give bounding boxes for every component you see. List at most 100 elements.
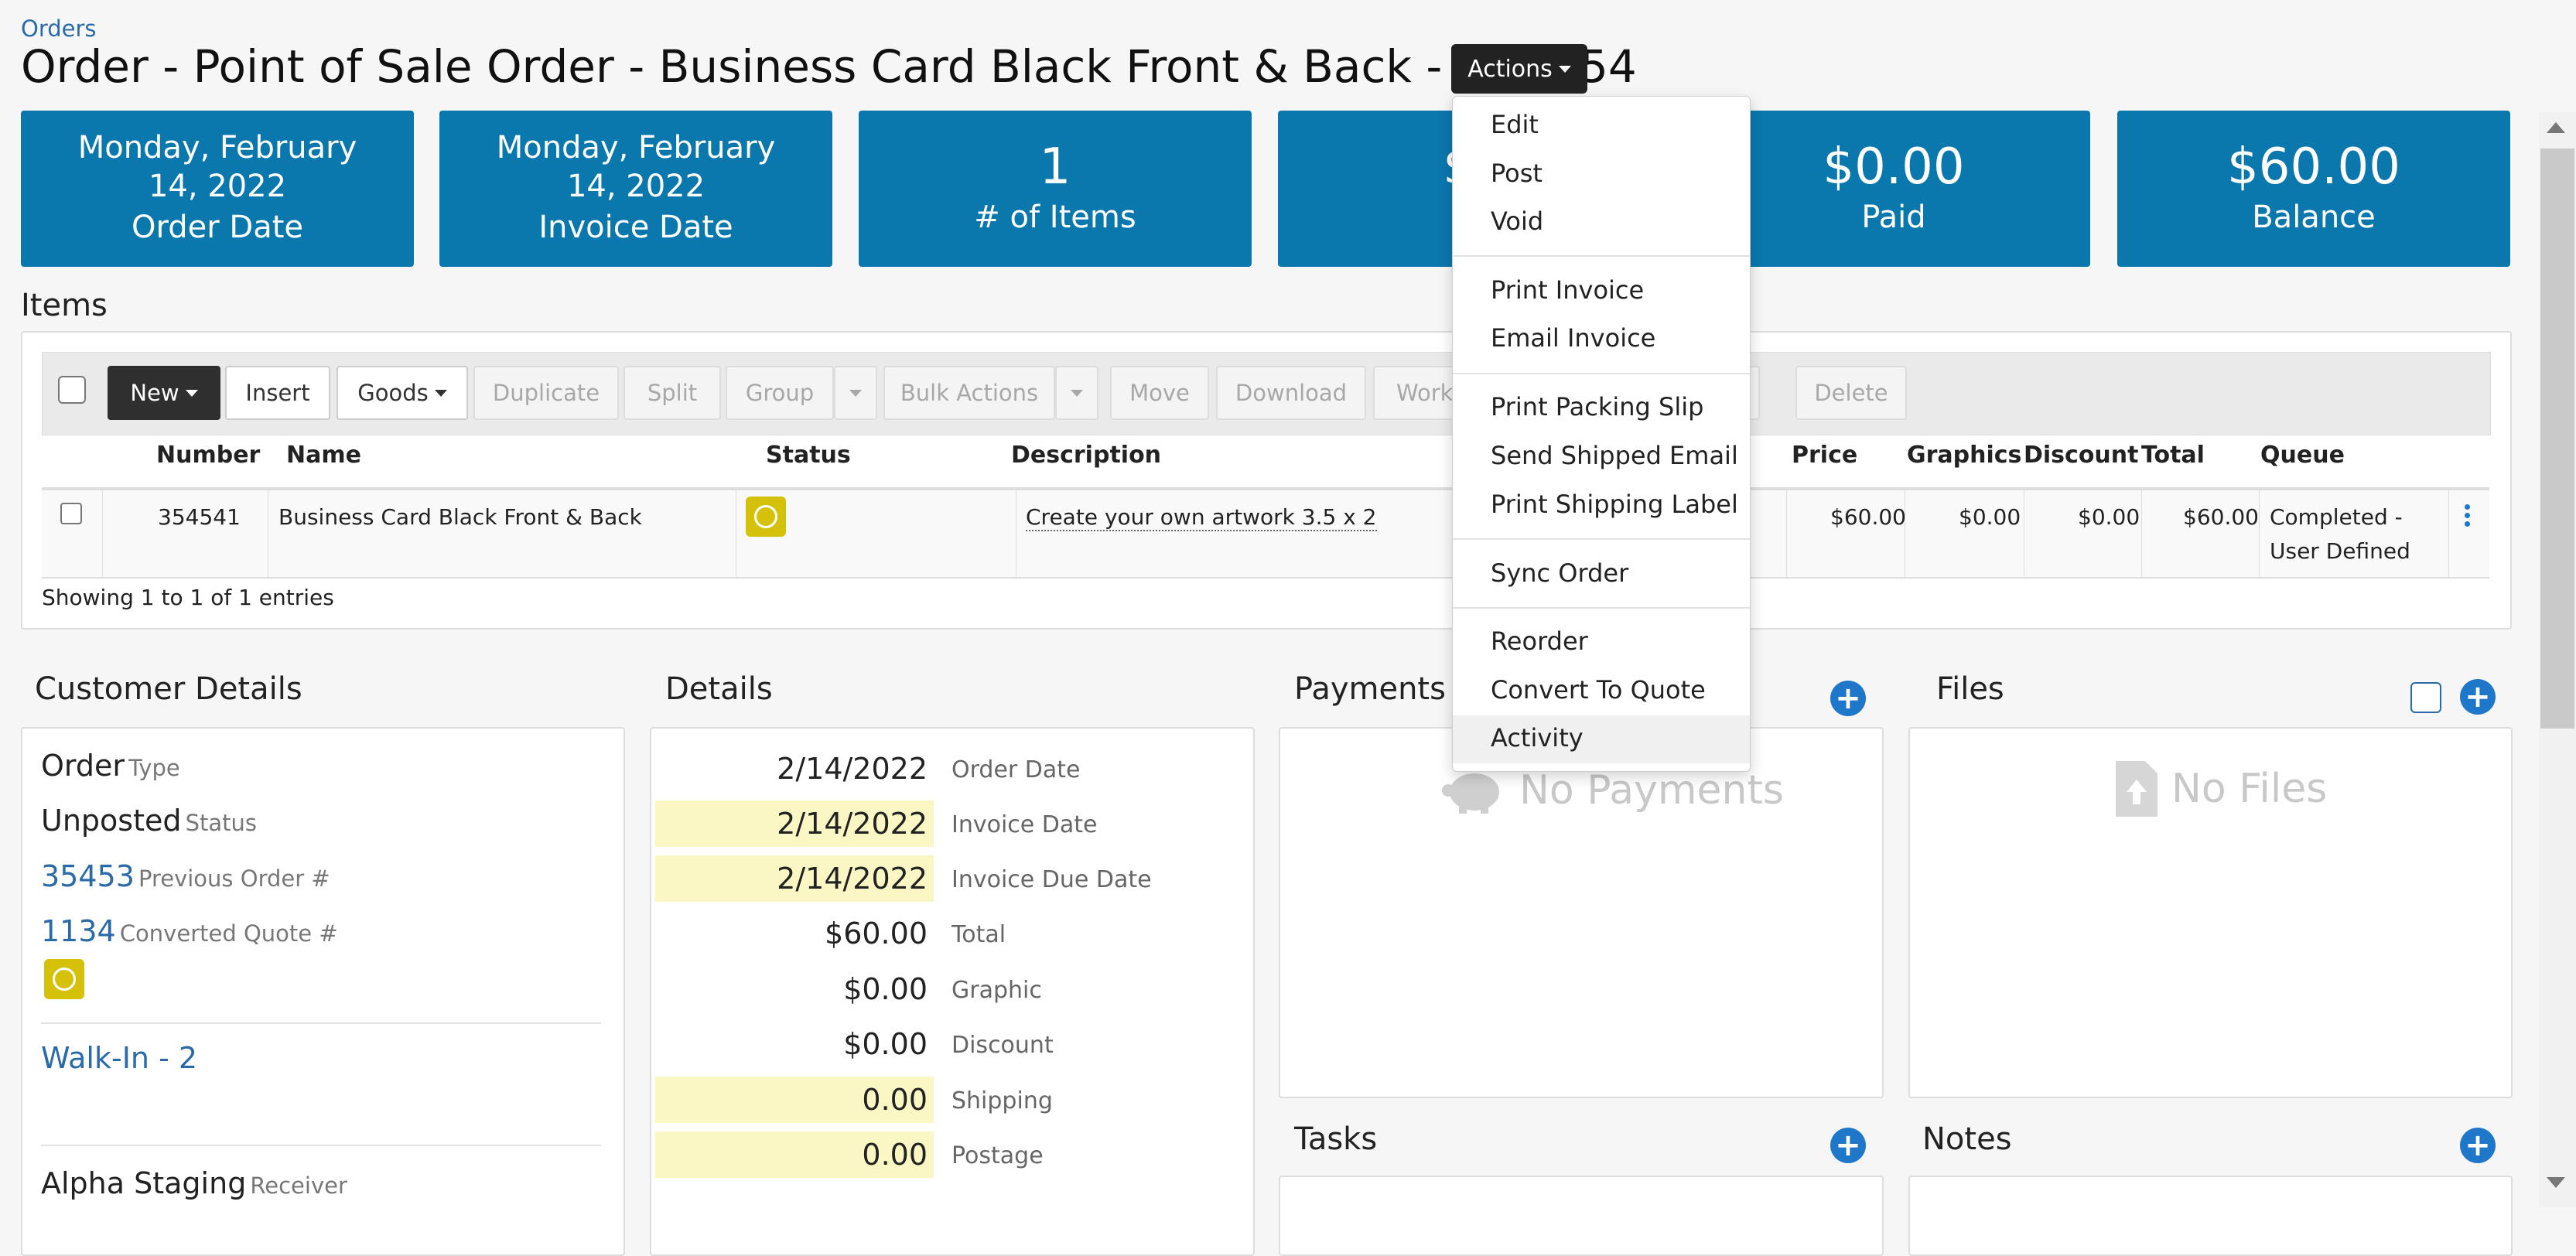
scrollbar-thumb[interactable] (2540, 148, 2574, 729)
customer-link[interactable]: Walk-In - 2 (41, 1041, 198, 1075)
converted-quote: 1134 Converted Quote # (41, 914, 338, 948)
table-row[interactable] (42, 490, 2489, 579)
tile-invoice-date-value: Monday, February 14, 2022 (496, 130, 776, 204)
order-type-value: Order (41, 749, 125, 783)
new-button[interactable]: New (108, 366, 220, 420)
menu-item-convert-to-quote[interactable]: Convert To Quote (1491, 675, 1706, 705)
row-price: $60.00 (1830, 504, 1906, 530)
column-divider (2259, 490, 2260, 577)
table-header-divider (42, 487, 2489, 490)
insert-button[interactable]: Insert (225, 366, 330, 420)
move-button[interactable]: Move (1110, 366, 1209, 420)
detail-postage-input[interactable]: 0.00 (655, 1131, 934, 1178)
row-description[interactable]: Create your own artwork 3.5 x 2 (1026, 504, 1377, 531)
bulk-actions-button[interactable]: Bulk Actions (883, 366, 1055, 420)
col-header-graphics[interactable]: Graphics (1907, 442, 2022, 469)
group-button[interactable]: Group (726, 366, 834, 420)
files-title: Files (1936, 671, 2004, 707)
select-all-checkbox[interactable] (58, 376, 86, 404)
duplicate-button[interactable]: Duplicate (473, 366, 619, 420)
circle-icon (754, 505, 777, 528)
detail-shipping-input[interactable]: 0.00 (655, 1077, 934, 1123)
download-button[interactable]: Download (1216, 366, 1366, 420)
menu-item-activity[interactable]: Activity (1491, 723, 1584, 753)
detail-invoice-due-date-input[interactable]: 2/14/2022 (655, 855, 934, 902)
breadcrumb-orders[interactable]: Orders (21, 15, 97, 42)
menu-item-sync-order[interactable]: Sync Order (1491, 558, 1629, 588)
delete-button[interactable]: Delete (1795, 366, 1907, 420)
menu-item-highlight (1453, 715, 1750, 763)
converted-quote-link[interactable]: 1134 (41, 914, 116, 948)
tile-balance: $60.00 Balance (2117, 111, 2510, 267)
status-badge[interactable] (746, 497, 786, 537)
col-header-status[interactable]: Status (766, 442, 851, 469)
scroll-up-icon[interactable] (2547, 122, 2565, 133)
payments-empty-text: No Payments (1519, 767, 1784, 814)
add-payment-button[interactable]: + (1830, 681, 1866, 716)
caret-down-icon (849, 389, 862, 397)
workorder-button[interactable]: Work (1373, 366, 1466, 420)
caret-down-icon (185, 389, 198, 397)
detail-invoice-date-label: Invoice Date (951, 811, 1098, 838)
menu-item-email-invoice[interactable]: Email Invoice (1491, 323, 1656, 353)
payments-empty: No Payments (1440, 766, 1784, 815)
tile-balance-label: Balance (2252, 200, 2376, 235)
row-checkbox[interactable] (60, 503, 82, 524)
converted-quote-label: Converted Quote # (119, 920, 338, 947)
files-select-checkbox[interactable] (2410, 682, 2441, 713)
quote-status-badge[interactable] (44, 959, 84, 999)
detail-invoice-date-input[interactable]: 2/14/2022 (655, 800, 934, 847)
scroll-down-icon[interactable] (2547, 1177, 2565, 1188)
previous-order-link[interactable]: 35453 (41, 859, 135, 893)
menu-item-send-shipped-email[interactable]: Send Shipped Email (1491, 441, 1738, 470)
caret-down-icon (1558, 65, 1571, 73)
order-type-label: Type (128, 755, 180, 781)
actions-dropdown-menu: Edit Post Void Print Invoice Email Invoi… (1452, 96, 1751, 772)
menu-divider (1453, 538, 1750, 540)
split-button[interactable]: Split (624, 366, 721, 420)
order-status-label: Status (185, 810, 257, 836)
goods-button-label: Goods (357, 380, 429, 406)
row-queue-line1: Completed - (2270, 504, 2403, 530)
row-menu-icon[interactable] (2465, 504, 2471, 527)
menu-item-post[interactable]: Post (1491, 159, 1543, 188)
col-header-number[interactable]: Number (156, 442, 261, 469)
page-title: Order - Point of Sale Order - Business C… (21, 40, 1637, 93)
previous-order-label: Previous Order # (138, 865, 330, 892)
detail-shipping-label: Shipping (951, 1087, 1053, 1114)
group-dropdown-button[interactable] (834, 366, 877, 420)
divider (41, 1022, 601, 1024)
order-type: Order Type (41, 749, 180, 783)
menu-item-print-shipping-label[interactable]: Print Shipping Label (1491, 490, 1738, 519)
detail-postage-label: Postage (951, 1142, 1044, 1169)
add-file-button[interactable]: + (2460, 679, 2496, 715)
actions-button[interactable]: Actions (1451, 44, 1587, 94)
col-header-price[interactable]: Price (1792, 442, 1858, 469)
circle-icon (53, 968, 76, 991)
receiver: Alpha Staging Receiver (41, 1166, 347, 1200)
menu-divider (1453, 607, 1750, 609)
goods-button[interactable]: Goods (337, 366, 468, 420)
col-header-total[interactable]: Total (2141, 442, 2205, 469)
files-empty-text: No Files (2171, 766, 2328, 812)
tile-paid-value: $0.00 (1823, 138, 1965, 196)
col-header-discount[interactable]: Discount (2024, 442, 2139, 469)
menu-item-print-invoice[interactable]: Print Invoice (1491, 275, 1645, 305)
menu-item-print-packing-slip[interactable]: Print Packing Slip (1491, 392, 1704, 422)
files-empty: No Files (2116, 761, 2327, 817)
notes-panel (1908, 1176, 2513, 1256)
col-header-queue[interactable]: Queue (2260, 442, 2345, 469)
actions-button-label: Actions (1467, 55, 1553, 83)
add-note-button[interactable]: + (2460, 1128, 2496, 1163)
row-name[interactable]: Business Card Black Front & Back (278, 504, 642, 530)
receiver-value: Alpha Staging (41, 1166, 247, 1200)
menu-item-void[interactable]: Void (1491, 206, 1544, 236)
add-task-button[interactable]: + (1830, 1128, 1866, 1163)
divider (41, 1145, 601, 1146)
menu-item-edit[interactable]: Edit (1491, 110, 1539, 139)
menu-item-reorder[interactable]: Reorder (1491, 626, 1588, 656)
col-header-description[interactable]: Description (1011, 442, 1162, 469)
table-footer-info: Showing 1 to 1 of 1 entries (42, 585, 334, 610)
bulk-actions-dropdown-button[interactable] (1055, 366, 1098, 420)
col-header-name[interactable]: Name (286, 442, 361, 469)
